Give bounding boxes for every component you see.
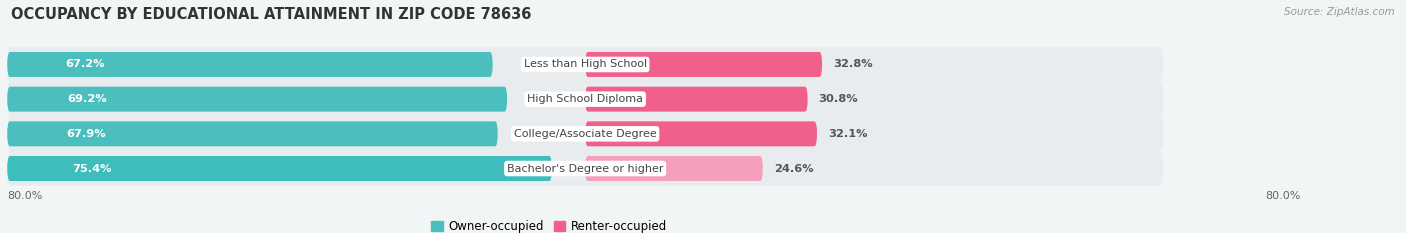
FancyBboxPatch shape bbox=[7, 116, 1163, 151]
Text: 80.0%: 80.0% bbox=[7, 191, 42, 201]
Legend: Owner-occupied, Renter-occupied: Owner-occupied, Renter-occupied bbox=[430, 220, 668, 233]
Text: 24.6%: 24.6% bbox=[773, 164, 813, 174]
FancyBboxPatch shape bbox=[585, 52, 823, 77]
Text: 32.8%: 32.8% bbox=[832, 59, 873, 69]
Text: 75.4%: 75.4% bbox=[73, 164, 112, 174]
FancyBboxPatch shape bbox=[585, 121, 817, 146]
FancyBboxPatch shape bbox=[585, 87, 807, 112]
FancyBboxPatch shape bbox=[7, 87, 508, 112]
Text: High School Diploma: High School Diploma bbox=[527, 94, 643, 104]
FancyBboxPatch shape bbox=[7, 156, 553, 181]
FancyBboxPatch shape bbox=[7, 47, 1163, 82]
Text: 32.1%: 32.1% bbox=[828, 129, 868, 139]
FancyBboxPatch shape bbox=[7, 52, 492, 77]
Text: 67.9%: 67.9% bbox=[66, 129, 105, 139]
FancyBboxPatch shape bbox=[7, 82, 1163, 116]
Text: Source: ZipAtlas.com: Source: ZipAtlas.com bbox=[1284, 7, 1395, 17]
FancyBboxPatch shape bbox=[7, 151, 1163, 186]
Text: 69.2%: 69.2% bbox=[67, 94, 107, 104]
Text: Less than High School: Less than High School bbox=[523, 59, 647, 69]
Text: 67.2%: 67.2% bbox=[66, 59, 105, 69]
FancyBboxPatch shape bbox=[7, 121, 498, 146]
FancyBboxPatch shape bbox=[585, 156, 763, 181]
Text: College/Associate Degree: College/Associate Degree bbox=[513, 129, 657, 139]
Text: 80.0%: 80.0% bbox=[1265, 191, 1301, 201]
Text: 30.8%: 30.8% bbox=[818, 94, 858, 104]
Text: OCCUPANCY BY EDUCATIONAL ATTAINMENT IN ZIP CODE 78636: OCCUPANCY BY EDUCATIONAL ATTAINMENT IN Z… bbox=[11, 7, 531, 22]
Text: Bachelor's Degree or higher: Bachelor's Degree or higher bbox=[508, 164, 664, 174]
